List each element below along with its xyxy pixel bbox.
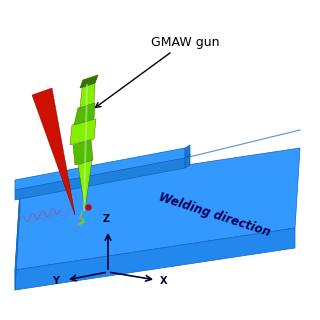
Polygon shape <box>73 140 93 165</box>
Polygon shape <box>80 83 95 108</box>
Text: Welding direction: Welding direction <box>157 191 273 239</box>
Polygon shape <box>15 148 300 270</box>
Polygon shape <box>74 103 95 125</box>
Text: X: X <box>160 276 168 286</box>
Polygon shape <box>80 75 98 88</box>
Polygon shape <box>70 119 96 145</box>
Polygon shape <box>78 160 92 210</box>
Text: GMAW gun: GMAW gun <box>95 36 219 108</box>
Polygon shape <box>15 190 20 290</box>
Polygon shape <box>15 158 185 200</box>
Polygon shape <box>15 148 185 190</box>
Point <box>85 204 91 210</box>
Polygon shape <box>15 228 295 290</box>
Text: Z: Z <box>102 214 109 224</box>
Polygon shape <box>185 145 190 168</box>
Text: Y: Y <box>52 276 60 286</box>
Polygon shape <box>32 88 75 215</box>
